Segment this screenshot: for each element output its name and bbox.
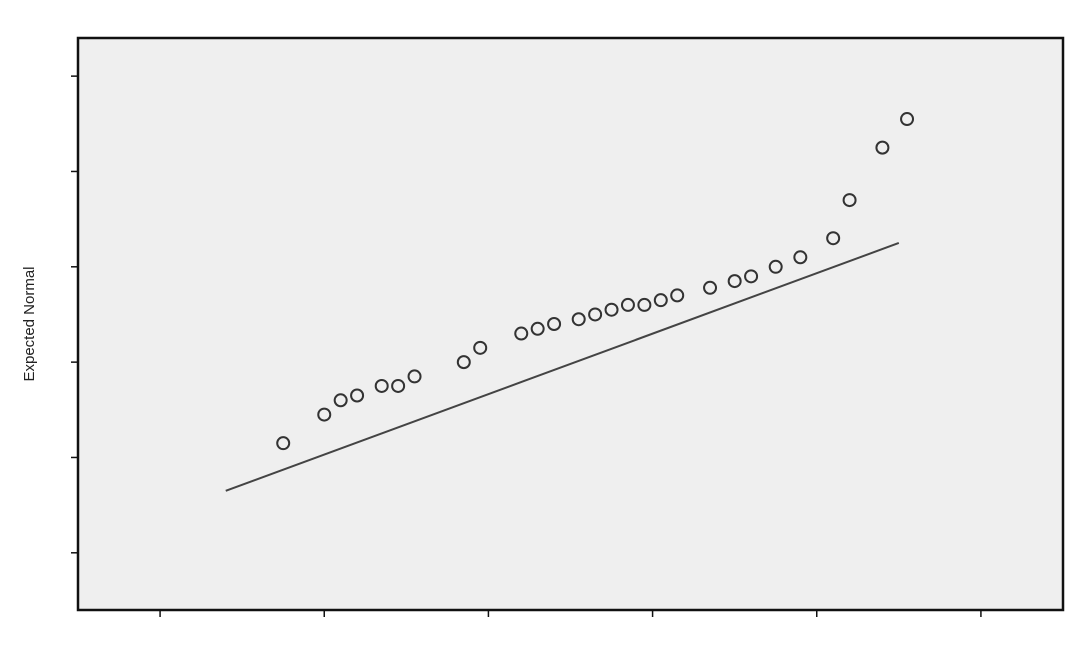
data-point (793, 250, 808, 265)
data-point (391, 378, 406, 393)
data-point (875, 140, 890, 155)
reference-line (225, 242, 900, 492)
data-point (703, 280, 718, 295)
data-point (744, 269, 759, 284)
data-point (571, 312, 586, 327)
data-point (670, 288, 685, 303)
data-point (374, 378, 389, 393)
data-point (637, 297, 652, 312)
data-point (842, 193, 857, 208)
data-point (456, 355, 471, 370)
data-point (514, 326, 529, 341)
y-axis-ticks (71, 75, 78, 554)
data-point (900, 112, 915, 127)
data-point (333, 393, 348, 408)
data-points (276, 112, 915, 451)
data-point (620, 297, 635, 312)
data-point (317, 407, 332, 422)
data-point (604, 302, 619, 317)
data-point (826, 231, 841, 246)
data-point (588, 307, 603, 322)
data-point (276, 436, 291, 451)
data-point (530, 321, 545, 336)
plot-area (76, 36, 1065, 612)
data-point (547, 317, 562, 331)
data-point (407, 369, 422, 384)
x-axis-ticks (159, 610, 982, 617)
data-point (768, 259, 783, 274)
data-point (727, 274, 742, 289)
y-axis-title: Expected Normal (21, 266, 38, 381)
data-point (350, 388, 365, 403)
data-point (653, 293, 668, 308)
data-point (473, 340, 488, 355)
